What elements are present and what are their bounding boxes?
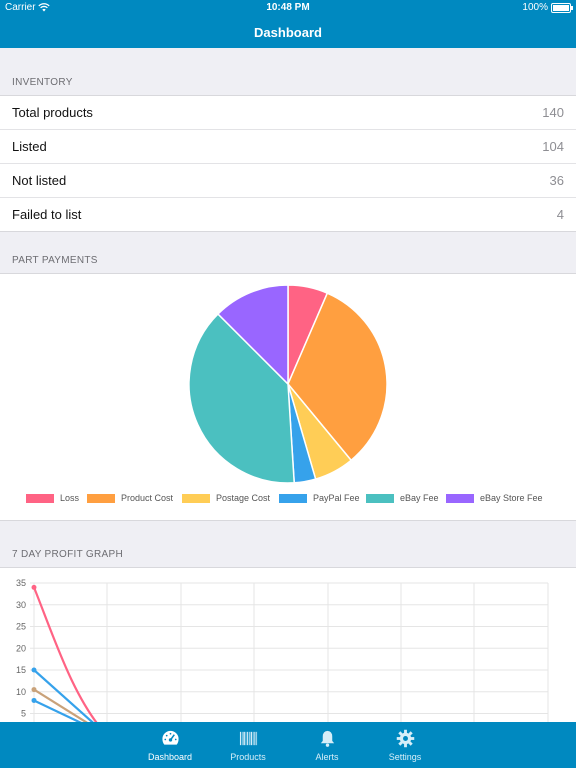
legend-label: eBay Fee [400, 493, 439, 503]
row-label: Total products [12, 105, 93, 120]
battery-icon [551, 3, 573, 13]
legend-label: Product Cost [121, 493, 174, 503]
row-label: Listed [12, 139, 47, 154]
row-value: 36 [549, 173, 564, 188]
barcode-icon [239, 731, 258, 746]
y-tick-label: 10 [16, 687, 26, 697]
legend-swatch [366, 494, 394, 503]
y-tick-label: 30 [16, 600, 26, 610]
pie-slice-ebay-store-fee [216, 284, 289, 386]
carrier-label: Carrier [5, 2, 36, 13]
part-payments-header-label: PART PAYMENTS [12, 255, 98, 266]
profit-line-chart: 35 30 25 20 15 10 5 [16, 578, 549, 724]
row-value: 4 [556, 207, 564, 222]
y-tick-label: 35 [16, 578, 26, 588]
tab-label: Dashboard [147, 752, 193, 762]
inventory-table: Total products 140 Listed 104 Not listed… [0, 95, 576, 232]
part-payments-card: Loss Product Cost Postage Cost PayPal Fee eB… [0, 273, 576, 521]
bell-icon [320, 730, 335, 747]
data-point [31, 687, 37, 693]
profit-graph-section-header: 7 DAY PROFIT GRAPH [0, 540, 576, 560]
part-payments-pie-chart [188, 284, 388, 484]
tab-settings[interactable]: Settings [370, 722, 440, 768]
battery-percent: 100% [522, 2, 548, 13]
inventory-row-listed: Listed 104 [0, 130, 576, 164]
row-value: 104 [542, 139, 564, 154]
wifi-icon [38, 3, 50, 12]
series-line-1 [32, 586, 99, 724]
data-point [31, 667, 37, 673]
gear-icon [396, 729, 415, 748]
y-tick-label: 20 [16, 643, 26, 653]
inventory-header-label: INVENTORY [12, 77, 73, 88]
profit-graph-card: 35 30 25 20 15 10 5 [0, 567, 576, 724]
y-tick-label: 15 [16, 665, 26, 675]
tab-products[interactable]: Products [213, 722, 283, 768]
status-time: 10:48 PM [266, 2, 310, 13]
profit-graph-header-label: 7 DAY PROFIT GRAPH [12, 549, 123, 560]
series-line-3 [33, 688, 92, 724]
y-tick-label: 5 [21, 709, 26, 719]
legend-swatch [87, 494, 115, 503]
row-label: Not listed [12, 173, 67, 188]
row-label: Failed to list [12, 207, 82, 222]
series-line-2 [33, 669, 97, 724]
row-value: 140 [542, 105, 564, 120]
status-bar: Carrier 10:48 PM 100% [0, 0, 576, 16]
inventory-row-not-listed: Not listed 36 [0, 164, 576, 198]
pie-slice-ebay-fee [188, 312, 296, 484]
legend-swatch [26, 494, 54, 503]
page-title: Dashboard [254, 25, 322, 40]
legend-swatch [279, 494, 307, 503]
y-tick-label: 25 [16, 622, 26, 632]
tab-alerts[interactable]: Alerts [292, 722, 362, 768]
legend-label: eBay Store Fee [480, 493, 543, 503]
legend-label: PayPal Fee [313, 493, 360, 503]
data-point [31, 584, 37, 590]
legend-label: Postage Cost [216, 493, 271, 503]
legend-swatch [446, 494, 474, 503]
pie-slice-product-cost [287, 292, 388, 462]
data-point [31, 697, 37, 703]
inventory-row-total-products: Total products 140 [0, 96, 576, 130]
legend-swatch [182, 494, 210, 503]
tab-label: Products [230, 752, 266, 762]
tab-bar: Dashboard Products Alerts [0, 722, 576, 768]
part-payments-section-header: PART PAYMENTS [0, 246, 576, 266]
inventory-row-failed-to-list: Failed to list 4 [0, 198, 576, 231]
tab-label: Alerts [315, 752, 339, 762]
inventory-section-header: INVENTORY [0, 68, 576, 88]
pie-legend: Loss Product Cost Postage Cost PayPal Fee eB… [0, 492, 576, 506]
series-line-4 [33, 699, 86, 724]
tab-label: Settings [388, 752, 422, 762]
navigation-bar: Dashboard [0, 16, 576, 48]
dashboard-gauge-icon [162, 730, 179, 745]
tab-dashboard[interactable]: Dashboard [135, 722, 205, 768]
legend-label: Loss [60, 493, 80, 503]
